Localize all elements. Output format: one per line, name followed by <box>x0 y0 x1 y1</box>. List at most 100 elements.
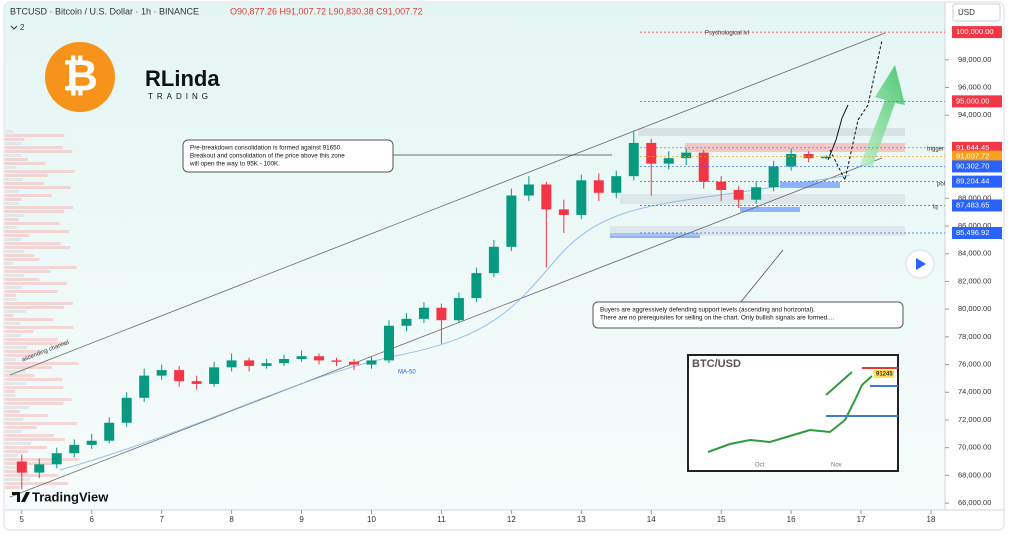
vp-bar <box>5 134 65 137</box>
candle-body <box>803 153 814 159</box>
play-icon[interactable] <box>916 258 926 270</box>
price-badge-label: 95,000.00 <box>956 96 989 105</box>
vp-bar <box>5 294 16 297</box>
vp-bar <box>5 354 34 357</box>
note-line: will open the way to 95K - 100K. <box>189 161 280 168</box>
vp-bar <box>5 174 48 177</box>
vp-bar <box>5 486 20 489</box>
vp-bar <box>5 274 24 277</box>
currency-box[interactable] <box>952 3 1001 22</box>
candle-body <box>698 152 709 182</box>
zone <box>620 194 905 204</box>
vp-bar <box>5 382 27 385</box>
vp-bar <box>5 434 54 437</box>
x-tick-label: 10 <box>367 515 376 524</box>
vp-bar <box>5 282 67 285</box>
candle-body <box>296 356 307 360</box>
candle-body <box>209 367 220 384</box>
y-tick-label: 74,000.00 <box>958 387 991 396</box>
price-badge <box>952 150 1002 163</box>
vp-bar <box>5 442 31 445</box>
price-badge <box>952 26 1002 39</box>
inset-tag: 91245 <box>876 372 893 378</box>
note-line: Breakout and consolidation of the price … <box>190 153 345 160</box>
vp-bar <box>5 418 24 421</box>
candle-body <box>471 273 482 299</box>
vp-bar <box>5 198 22 201</box>
platform: TradingView <box>32 489 109 504</box>
brand-name: RLinda <box>145 66 220 91</box>
vp-bar <box>5 458 80 461</box>
candle-body <box>681 152 692 159</box>
brand-sub: TRADING <box>148 92 212 101</box>
candle-body <box>821 156 832 159</box>
inset-month: Oct <box>755 463 765 469</box>
vp-bar <box>5 258 40 261</box>
vp-bar <box>5 406 30 409</box>
price-badge-label: 90,302.70 <box>956 161 989 170</box>
vp-bar <box>5 346 28 349</box>
candle-body <box>261 363 272 366</box>
vp-bar <box>5 314 14 317</box>
candle-body <box>174 370 185 382</box>
x-tick-label: 5 <box>20 515 25 524</box>
vp-bar <box>5 438 65 441</box>
vp-bar <box>5 230 70 233</box>
vp-bar <box>5 238 22 241</box>
vp-bar <box>5 150 73 153</box>
tv-logo <box>12 492 30 502</box>
vp-bar <box>5 454 18 457</box>
vp-bar <box>5 474 58 477</box>
vp-bar <box>5 226 17 229</box>
candle-body <box>733 190 744 200</box>
vp-bar <box>5 306 64 309</box>
trigger-label: trigger <box>927 147 944 153</box>
candle-body <box>401 318 412 326</box>
zone <box>638 128 905 136</box>
vp-bar <box>5 370 26 373</box>
candle-body <box>279 359 290 364</box>
y-tick-label: 68,000.00 <box>958 470 991 479</box>
note-box <box>592 301 904 329</box>
vp-bar <box>5 466 29 469</box>
vp-bar <box>5 426 37 429</box>
y-tick-label: 94,000.00 <box>958 110 991 119</box>
currency[interactable]: USD <box>958 8 975 17</box>
candle-body <box>716 181 727 191</box>
vp-bar <box>5 158 28 161</box>
vp-bar <box>5 142 23 145</box>
candle-body <box>453 298 464 321</box>
vp-bar <box>5 378 63 381</box>
collapsed-count[interactable]: 2 <box>20 23 25 32</box>
y-tick-label: 88,000.00 <box>958 193 991 202</box>
candle-body <box>558 209 569 215</box>
vp-bar <box>5 182 44 185</box>
vp-bar <box>5 342 69 345</box>
x-tick-label: 6 <box>89 515 94 524</box>
vp-bar <box>5 290 58 293</box>
y-tick-label: 82,000.00 <box>958 276 991 285</box>
chevron[interactable] <box>10 25 18 30</box>
candle-body <box>576 180 587 215</box>
candle-body <box>366 360 377 365</box>
candle-body <box>383 325 394 361</box>
note-line: Buyers are aggressively defending suppor… <box>600 307 815 314</box>
vp-bar <box>5 326 74 329</box>
volume-profile <box>5 130 80 489</box>
price-badge <box>952 199 1002 212</box>
candle-body <box>786 153 797 167</box>
x-tick-label: 18 <box>927 515 936 524</box>
vp-bar <box>5 298 17 301</box>
vp-bar <box>5 262 14 265</box>
y-tick-label: 84,000.00 <box>958 249 991 258</box>
candle-body <box>156 370 167 376</box>
x-tick-label: 9 <box>299 515 304 524</box>
vp-bar <box>5 186 71 189</box>
zone <box>685 143 905 152</box>
vp-bar <box>5 170 75 173</box>
lq-label: lq <box>933 205 938 211</box>
vp-bar <box>5 322 21 325</box>
vp-bar <box>5 422 77 425</box>
candle-body <box>16 461 27 473</box>
vp-bar <box>5 402 64 405</box>
